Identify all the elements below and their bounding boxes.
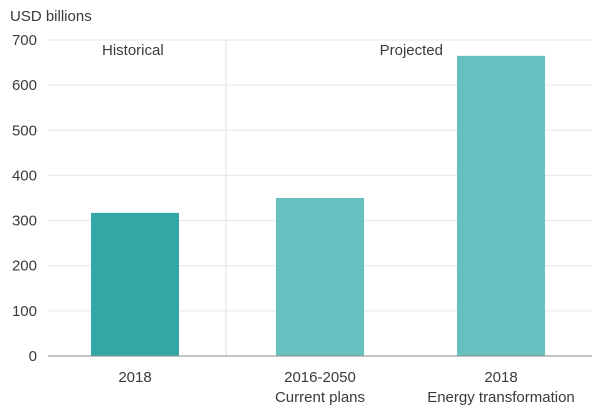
y-tick-label-700: 700 bbox=[12, 32, 37, 49]
y-tick-label-300: 300 bbox=[12, 213, 37, 230]
section-labels: Historical Projected bbox=[102, 42, 443, 59]
section-label-projected: Projected bbox=[380, 42, 443, 59]
section-label-historical: Historical bbox=[102, 42, 164, 59]
y-tick-label-200: 200 bbox=[12, 258, 37, 275]
y-axis-unit-label: USD billions bbox=[10, 8, 92, 25]
category-label-2-line-0: 2018 bbox=[484, 369, 517, 386]
y-tick-label-400: 400 bbox=[12, 167, 37, 184]
y-tick-label-0: 0 bbox=[29, 348, 37, 365]
y-tick-labels: 0 100 200 300 400 500 600 700 bbox=[12, 32, 37, 365]
bar-1 bbox=[276, 198, 364, 356]
category-label-0-line-0: 2018 bbox=[118, 369, 151, 386]
category-label-2-line-1: Energy transformation bbox=[427, 389, 575, 406]
y-tick-label-600: 600 bbox=[12, 77, 37, 94]
bars bbox=[91, 55, 545, 357]
bar-0 bbox=[91, 212, 179, 356]
y-tick-label-100: 100 bbox=[12, 303, 37, 320]
y-tick-label-500: 500 bbox=[12, 122, 37, 139]
category-labels: 2018 2016-2050 Current plans 2018 Energy tra… bbox=[118, 369, 574, 406]
category-label-1-line-0: 2016-2050 bbox=[284, 369, 356, 386]
bar-2 bbox=[457, 55, 545, 357]
category-label-1-line-1: Current plans bbox=[275, 389, 365, 406]
